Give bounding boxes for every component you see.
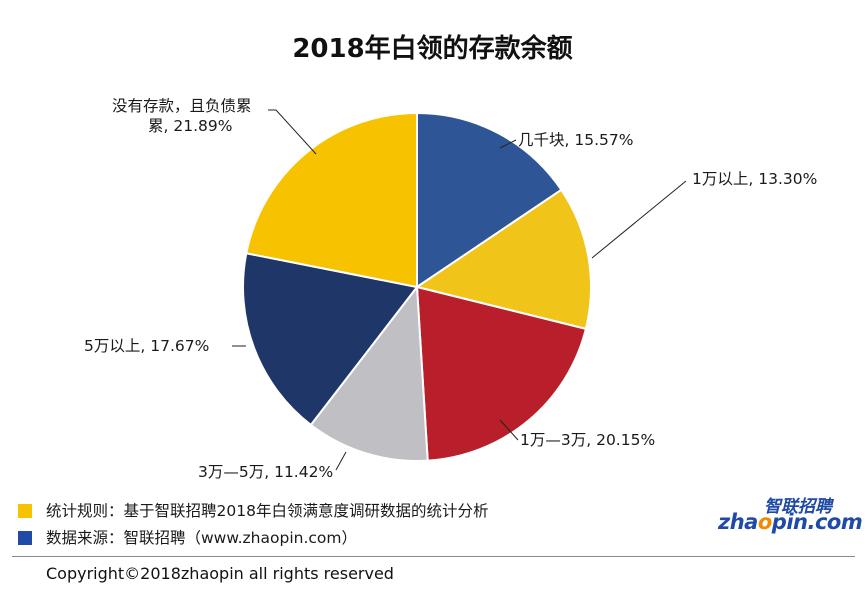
label-slice-5: 5万以上, 17.67%: [84, 337, 210, 355]
label-slice-6-line1: 没有存款，且负债累: [112, 97, 252, 115]
logo-en-b: pin.com: [771, 510, 863, 534]
logo-en-a: zha: [718, 510, 758, 534]
label-slice-3: 1万—3万, 20.15%: [520, 431, 656, 449]
rule-note: 统计规则：基于智联招聘2018年白领满意度调研数据的统计分析: [46, 502, 489, 520]
pie-slice-3: [415, 285, 588, 462]
label-slice-4: 3万—5万, 11.42%: [198, 463, 334, 481]
source-marker: [18, 531, 32, 545]
pie-slice-6: [245, 111, 418, 289]
pie-slice-5: [242, 252, 419, 427]
zhaopin-logo: 智联招聘 zhaopin.com: [712, 492, 863, 538]
leader-line-4: [335, 451, 347, 471]
logo-en: zhaopin.com: [718, 510, 863, 534]
leader-line-1: [499, 139, 517, 149]
logo-cn: 智联招聘: [764, 497, 832, 517]
leader-line-2: [591, 180, 687, 259]
logo-en-o: o: [757, 510, 772, 534]
pie-slice-2: [414, 188, 592, 331]
chart-title: 2018年白领的存款余额: [292, 34, 573, 64]
label-slice-6-line2: 累, 21.89%: [148, 117, 233, 135]
footer-divider: [12, 556, 855, 557]
copyright: Copyright©2018zhaopin all rights reserve…: [46, 564, 394, 583]
label-slice-2: 1万以上, 13.30%: [692, 170, 818, 188]
leader-line-3: [499, 419, 519, 441]
pie-slice-4: [309, 284, 429, 462]
source-note: 数据来源：智联招聘（www.zhaopin.com）: [46, 529, 357, 547]
label-slice-1: 几千块, 15.57%: [518, 131, 634, 149]
rule-marker: [18, 504, 32, 518]
pie-slice-1: [416, 111, 563, 289]
leader-line-6: [268, 109, 317, 155]
